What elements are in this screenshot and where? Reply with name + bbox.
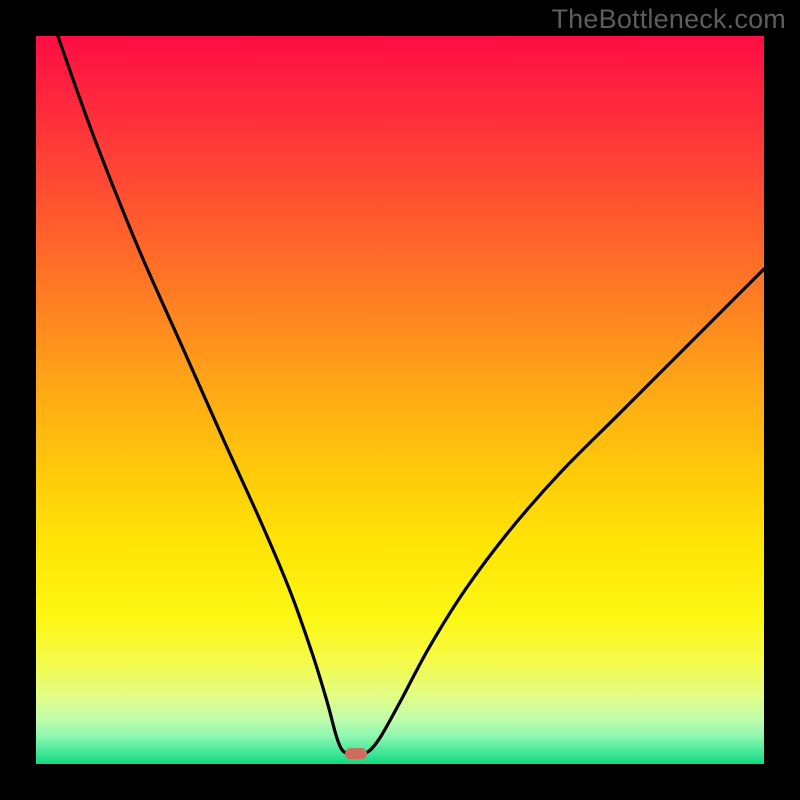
bottleneck-curve [36, 36, 764, 764]
image-frame: TheBottleneck.com [0, 0, 800, 800]
optimum-marker [345, 748, 367, 760]
watermark-text: TheBottleneck.com [551, 4, 786, 35]
plot-container [36, 36, 764, 764]
